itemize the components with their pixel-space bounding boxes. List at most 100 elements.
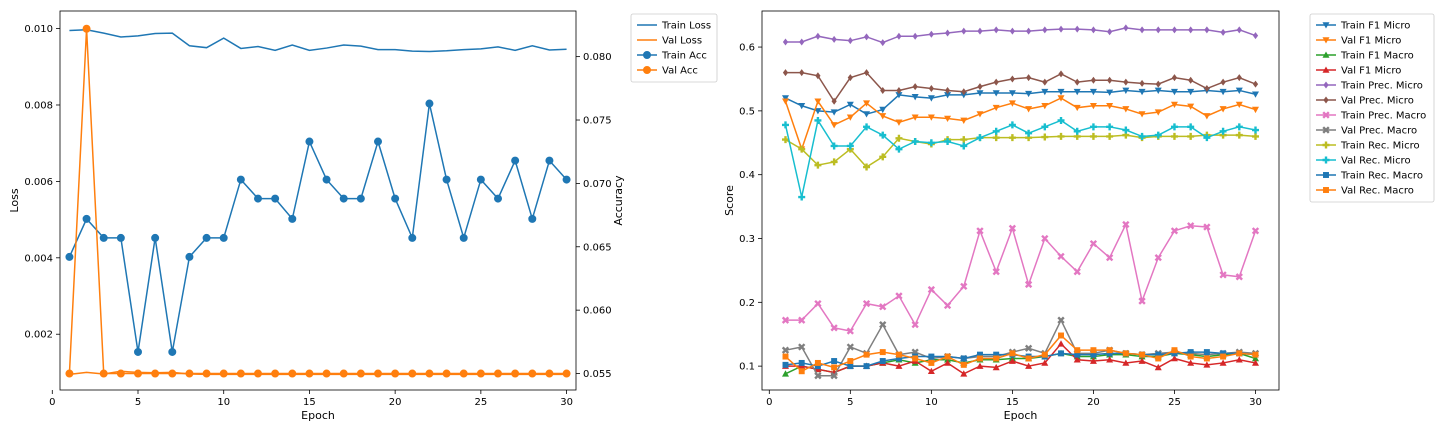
series-val-prec-micro-5-point: [1123, 78, 1129, 86]
series-val-f1-micro-1-point: [960, 117, 968, 124]
y-axis-label: Score: [723, 185, 736, 216]
series-val-rec-micro-9-point: [911, 138, 919, 146]
series-val-rec-micro-9-point: [1106, 123, 1114, 131]
series-train-prec-micro-4-point: [1155, 26, 1161, 34]
series-train-acc-point: [99, 233, 108, 242]
series-train-acc-point: [185, 252, 194, 261]
series-val-prec-micro-5-point: [1155, 80, 1161, 88]
series-train-prec-micro-4-point: [799, 38, 805, 46]
series-train-f1-micro-0-point: [944, 92, 952, 99]
series-train-rec-macro-10-point: [847, 363, 854, 370]
series-val-rec-micro-9-point: [895, 145, 903, 153]
series-train-prec-macro-6-point: [862, 299, 871, 308]
series-train-f1-micro-0-point: [1122, 87, 1130, 94]
legend-label-val-f1-micro: Val F1 Micro: [1341, 36, 1401, 47]
series-val-rec-macro-11-point: [1187, 353, 1194, 360]
series-val-acc-point: [82, 24, 91, 33]
series-train-prec-macro-6-point: [1024, 280, 1033, 289]
series-val-f1-micro-1-point: [1219, 106, 1227, 113]
series-train-prec-macro-6-point: [1154, 253, 1162, 262]
series-train-prec-macro-6-point: [1251, 227, 1260, 235]
series-train-prec-micro-4-point: [1123, 24, 1129, 32]
series-val-rec-micro-9-point: [1154, 131, 1162, 139]
series-val-rec-macro-11-point: [1139, 351, 1146, 358]
series-train-f1-micro-0-point: [1154, 87, 1162, 94]
axes-frame: [761, 10, 1280, 391]
series-train-rec-macro-10-point: [1203, 349, 1210, 356]
legend-swatch-marker: [1322, 111, 1330, 119]
series-val-f1-micro-3-point: [1041, 359, 1049, 366]
x-tick-label: 25: [474, 397, 487, 408]
series-val-prec-micro-5-point: [815, 72, 821, 80]
series-val-prec-micro-5-point: [863, 69, 870, 77]
series-val-f1-micro-3-point: [1057, 340, 1065, 347]
series-train-prec-micro-4-point: [928, 30, 934, 38]
series-train-f1-micro-0-point: [798, 102, 806, 110]
series-train-rec-micro-8-point: [879, 153, 887, 161]
series-val-f1-micro-1-point: [911, 114, 919, 121]
series-train-f1-micro-0-point: [992, 90, 1000, 97]
series-train-rec-micro-8-point: [1008, 134, 1016, 142]
series-train-prec-macro-6-point: [1041, 234, 1049, 243]
series-val-f1-micro-3-point: [1122, 359, 1130, 366]
legend-label-val-acc: Val Acc: [662, 66, 698, 77]
series-val-acc-point: [168, 369, 177, 378]
series-val-f1-micro-3-point: [895, 362, 903, 369]
series-train-prec-macro-6-point: [927, 285, 936, 294]
series-val-f1-micro-1-point: [976, 111, 984, 118]
series-train-rec-macro-10-point: [1090, 351, 1097, 358]
series-train-f1-micro-0-point: [1073, 88, 1081, 96]
series-train-rec-micro-8-point: [1187, 132, 1195, 140]
series-val-f1-micro-3-point: [992, 363, 1000, 371]
legend-label-train-f1-macro: Train F1 Macro: [1340, 51, 1414, 62]
series-train-rec-micro-8: [782, 131, 1259, 171]
series-val-f1-micro-1-point: [1235, 101, 1243, 108]
series-val-prec-macro-7-point: [846, 343, 854, 351]
series-val-rec-macro-11: [782, 332, 1259, 375]
series-val-rec-micro-9-point: [944, 138, 952, 146]
series-val-rec-macro-11-point: [1171, 347, 1178, 354]
series-train-loss-line: [69, 28, 567, 53]
series-train-prec-macro-6-point: [1122, 220, 1130, 229]
series-val-prec-macro-7-point: [830, 372, 838, 380]
series-val-acc-point: [65, 369, 74, 378]
y-tick-label: 0.004: [24, 253, 53, 264]
series-train-rec-micro-8-point: [830, 158, 838, 166]
series-val-rec-micro-9-point: [846, 142, 854, 150]
series-val-rec-micro-9-line: [784, 118, 1256, 198]
series-train-acc-point: [459, 233, 468, 242]
series-val-prec-micro-5-point: [912, 83, 918, 91]
x-axis-label: Epoch: [301, 409, 335, 422]
series-val-rec-micro-9-point: [1235, 123, 1243, 131]
series-val-f1-micro-1-point: [1170, 101, 1178, 108]
y2-tick-label: 0.055: [583, 369, 612, 380]
series-val-prec-macro-7: [781, 316, 1260, 380]
series-val-f1-micro-1-point: [895, 119, 903, 126]
series-val-rec-micro-9-point: [798, 193, 806, 201]
series-train-prec-micro-4-point: [993, 26, 999, 34]
series-train-rec-macro-10-point: [814, 363, 821, 370]
series-val-rec-macro-11-point: [782, 353, 789, 360]
series-train-prec-micro-4-point: [880, 39, 886, 47]
series-val-prec-micro-5-point: [799, 69, 805, 77]
series-train-prec-macro-6-point: [1057, 252, 1065, 261]
series-train-acc-point: [476, 175, 485, 184]
legend-swatch-marker: [1323, 172, 1329, 178]
series-val-acc-point: [202, 369, 211, 378]
series-train-acc-point: [545, 156, 554, 165]
series-train-rec-micro-8-point: [1089, 132, 1097, 140]
series-train-acc-line: [68, 103, 568, 353]
legend-label-train-loss: Train Loss: [661, 21, 711, 32]
series-train-f1-micro-0-point: [895, 92, 903, 99]
series-train-prec-micro-4-point: [1042, 26, 1048, 34]
legend-label-val-rec-micro: Val Rec. Micro: [1341, 156, 1411, 167]
legend: Train Loss Val Loss Train Acc Val Acc: [630, 13, 718, 83]
series-train-f1-micro-0-point: [1170, 88, 1178, 96]
series-val-prec-micro-5-point: [1009, 75, 1016, 83]
series-val-prec-micro-5-point: [928, 85, 934, 93]
legend-label-train-f1-micro: Train F1 Micro: [1340, 21, 1410, 32]
series-train-prec-micro-4-point: [977, 27, 983, 35]
series-val-f1-micro-3-point: [976, 362, 984, 369]
series-val-f1-micro-1-point: [830, 122, 838, 129]
